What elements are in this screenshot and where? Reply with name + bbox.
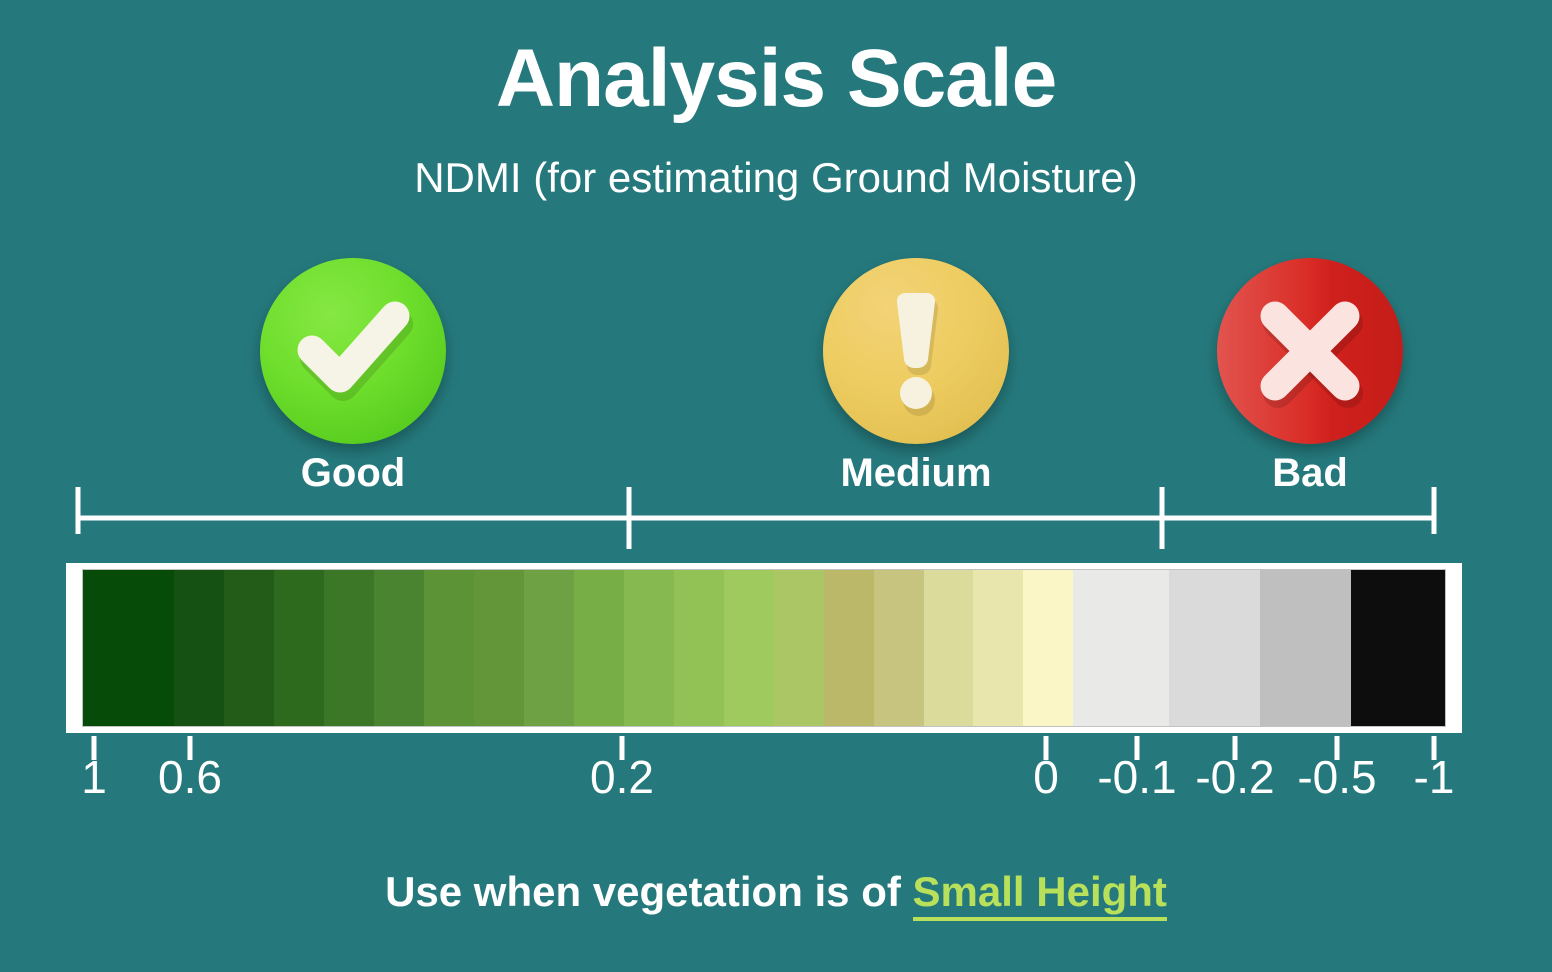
axis-tick-label: 1 xyxy=(81,751,107,803)
colorbar-band xyxy=(373,570,424,726)
category-medium: Medium xyxy=(786,258,1046,496)
colorbar-band xyxy=(1073,570,1169,726)
footer-highlight: Small Height xyxy=(912,868,1167,921)
check-circle-icon-wrap xyxy=(260,258,446,444)
category-bad: Bad xyxy=(1180,258,1440,496)
axis-tick-label: 0.2 xyxy=(590,751,654,803)
axis-tick-label: -0.5 xyxy=(1297,751,1377,803)
colorbar-band xyxy=(1023,570,1074,726)
colorbar-band xyxy=(273,570,324,726)
x-circle-icon-wrap xyxy=(1217,258,1403,444)
category-good: Good xyxy=(223,258,483,496)
axis-tick-label: 0 xyxy=(1033,751,1059,803)
colorbar-band xyxy=(1351,570,1445,726)
colorbar-band xyxy=(873,570,924,726)
page-title: Analysis Scale xyxy=(495,33,1057,124)
colorbar-frame xyxy=(66,563,1462,733)
colorbar-band xyxy=(723,570,774,726)
colorbar-band xyxy=(173,570,224,726)
colorbar-band xyxy=(423,570,474,726)
colorbar-bands xyxy=(82,569,1446,727)
colorbar-band xyxy=(973,570,1024,726)
colorbar-band xyxy=(223,570,274,726)
axis-tick-label: 0.6 xyxy=(158,751,222,803)
colorbar-band xyxy=(823,570,874,726)
colorbar-band xyxy=(673,570,724,726)
colorbar-band xyxy=(923,570,974,726)
x-icon xyxy=(1260,301,1363,408)
colorbar-band xyxy=(323,570,374,726)
category-medium-label: Medium xyxy=(840,451,992,495)
colorbar-band xyxy=(773,570,824,726)
axis-tick-label: -0.2 xyxy=(1195,751,1275,803)
category-bad-label: Bad xyxy=(1272,451,1348,495)
colorbar-band xyxy=(83,570,174,726)
page-subtitle: NDMI (for estimating Ground Moisture) xyxy=(414,154,1138,201)
axis-tick-label: -0.1 xyxy=(1097,751,1177,803)
footer-note: Use when vegetation is of Small Height xyxy=(0,868,1552,921)
category-good-label: Good xyxy=(300,451,406,495)
colorbar-band xyxy=(623,570,674,726)
axis-tick-label: -1 xyxy=(1413,751,1455,803)
check-icon xyxy=(297,301,413,401)
colorbar-band xyxy=(573,570,624,726)
colorbar-band xyxy=(473,570,524,726)
exclamation-icon xyxy=(896,292,939,416)
exclamation-circle-icon-wrap xyxy=(823,258,1009,444)
colorbar-band xyxy=(1168,570,1260,726)
colorbar-band xyxy=(1259,570,1352,726)
colorbar-band xyxy=(523,570,574,726)
footer-prefix: Use when vegetation is of xyxy=(385,868,913,915)
